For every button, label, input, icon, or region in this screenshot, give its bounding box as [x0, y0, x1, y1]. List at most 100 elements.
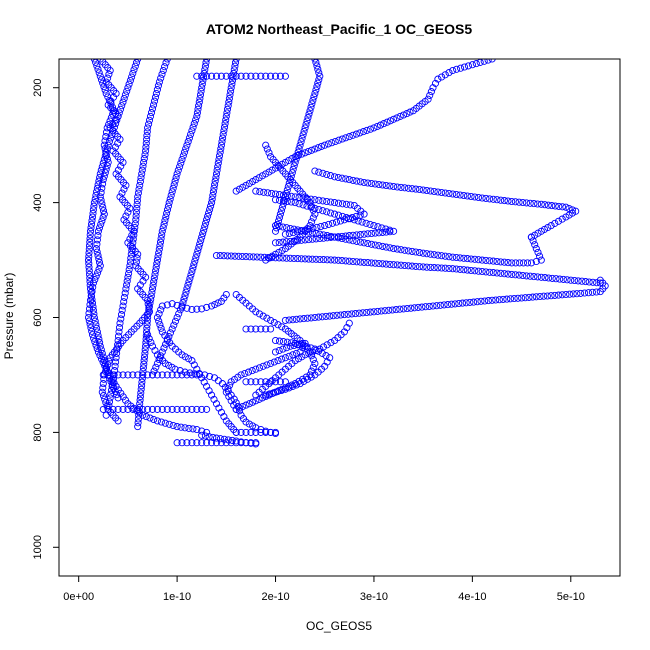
- data-point: [134, 189, 142, 197]
- data-point: [348, 213, 356, 222]
- data-point: [375, 229, 383, 237]
- data-point: [252, 72, 260, 80]
- data-point: [151, 93, 160, 101]
- data-point: [156, 238, 165, 246]
- data-point: [445, 69, 453, 77]
- data-point: [441, 71, 449, 79]
- data-point: [434, 264, 442, 272]
- data-point: [305, 236, 313, 244]
- data-point: [554, 217, 563, 225]
- data-point: [423, 250, 431, 258]
- data-point: [383, 118, 391, 126]
- data-point: [117, 162, 125, 170]
- data-point: [129, 69, 137, 77]
- y-axis-label: Pressure (mbar): [2, 273, 16, 360]
- data-point: [132, 216, 140, 224]
- data-point: [253, 253, 261, 261]
- data-point: [275, 254, 283, 262]
- data-point: [452, 190, 460, 199]
- data-point: [263, 314, 271, 322]
- data-point: [548, 202, 556, 210]
- data-point: [99, 213, 107, 222]
- data-point: [364, 230, 372, 238]
- data-point: [281, 378, 289, 386]
- data-point: [223, 252, 232, 260]
- data-point: [122, 285, 130, 293]
- data-point: [352, 130, 360, 138]
- data-point: [366, 220, 374, 228]
- data-point: [246, 253, 254, 261]
- data-point: [137, 389, 145, 397]
- data-point: [133, 200, 141, 209]
- data-point: [534, 248, 542, 256]
- data-point: [313, 83, 321, 91]
- data-point: [265, 149, 273, 157]
- data-point: [95, 335, 103, 343]
- data-point: [120, 298, 128, 306]
- data-point: [393, 114, 401, 122]
- data-point: [555, 202, 563, 210]
- data-point: [86, 285, 95, 293]
- data-point: [209, 433, 217, 441]
- data-point: [211, 177, 219, 185]
- data-point: [158, 405, 166, 413]
- data-point: [99, 392, 108, 400]
- data-point: [323, 341, 331, 349]
- data-point: [120, 94, 128, 103]
- data-point: [308, 235, 316, 243]
- data-point: [562, 213, 570, 221]
- data-point: [188, 357, 196, 365]
- data-point: [429, 302, 437, 310]
- data-point: [161, 419, 169, 427]
- data-point: [331, 137, 339, 146]
- data-point: [157, 234, 165, 243]
- data-point: [393, 245, 401, 253]
- data-point: [165, 199, 173, 207]
- data-point: [270, 318, 278, 327]
- data-point: [119, 302, 127, 310]
- data-point: [257, 325, 265, 333]
- data-point: [323, 256, 331, 264]
- data-point: [270, 358, 278, 366]
- data-point: [225, 392, 233, 401]
- data-point: [537, 273, 545, 281]
- data-point: [521, 294, 529, 302]
- data-point: [419, 263, 427, 271]
- data-point: [114, 166, 122, 174]
- data-point: [519, 259, 528, 267]
- data-point: [229, 73, 237, 81]
- data-point: [139, 371, 147, 379]
- data-point: [113, 349, 121, 357]
- data-point: [315, 347, 323, 355]
- data-point: [399, 111, 408, 119]
- data-point: [202, 219, 210, 227]
- data-point: [296, 141, 304, 149]
- data-point: [153, 359, 161, 368]
- data-point: [242, 378, 250, 386]
- data-point: [338, 234, 346, 243]
- data-point: [299, 201, 307, 209]
- data-point: [296, 348, 304, 356]
- data-point: [257, 428, 265, 436]
- data-point: [131, 220, 139, 228]
- data-point: [105, 398, 114, 406]
- data-point: [478, 194, 486, 202]
- data-point: [89, 283, 97, 291]
- data-point: [188, 305, 196, 314]
- data-point: [94, 227, 102, 235]
- data-point: [144, 405, 152, 413]
- data-point: [228, 76, 237, 85]
- data-point: [122, 181, 130, 189]
- data-point: [526, 272, 534, 280]
- data-point: [140, 155, 148, 163]
- data-point: [316, 255, 324, 264]
- data-point: [224, 102, 232, 110]
- data-point: [187, 130, 195, 138]
- data-point: [275, 191, 284, 199]
- data-point: [338, 200, 347, 208]
- data-point: [93, 328, 101, 336]
- data-point: [169, 184, 177, 192]
- data-point: [146, 112, 155, 120]
- data-point: [275, 196, 284, 204]
- data-point: [158, 328, 166, 336]
